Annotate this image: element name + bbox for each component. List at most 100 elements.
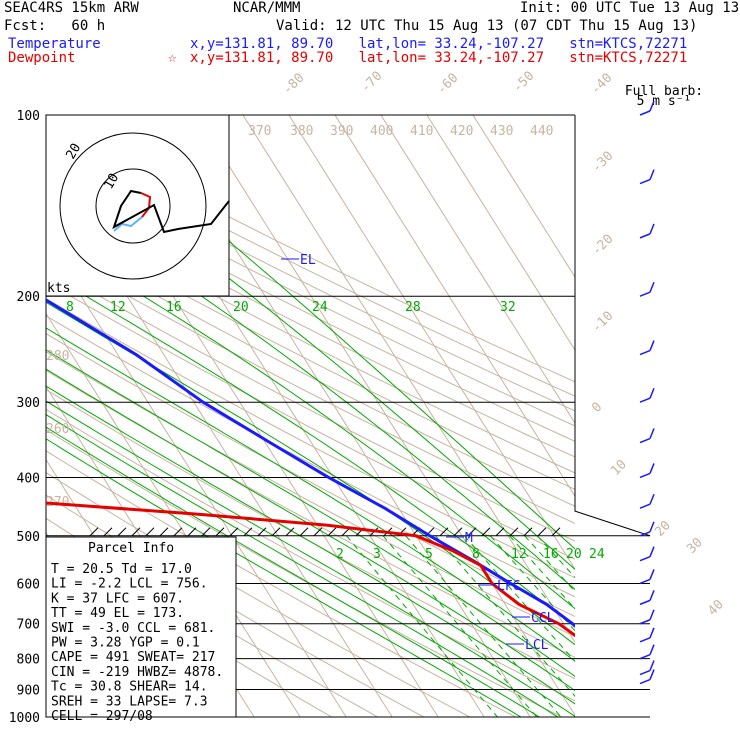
dewpoint-location: x,y=131.81, 89.70 lat,lon= 33.24,-107.27… [190,50,688,66]
theta-e-label: 32 [500,300,516,315]
dewpoint-curve [46,501,575,638]
wind-barb-shaft [639,653,651,660]
hodograph-inner-ring [95,168,171,244]
theta-label: 380 [290,124,313,139]
moist-adiabat-line [46,146,575,570]
hatch-mark [439,527,449,537]
level-marker-lfc: LFC [497,579,520,594]
theta-label: 260 [46,422,69,437]
hatch-mark [285,527,295,537]
wind-barb-flag [649,627,655,639]
isotherm-line [380,115,575,425]
dry-adiabat-line [46,429,562,717]
hatch-mark [159,527,169,537]
level-marker-lcl: LCL [525,638,549,653]
wind-barb-shaft [639,178,651,185]
isotherm-line [288,115,575,571]
hatch-mark [453,527,463,537]
dry-adiabat-line [46,249,575,525]
parcel-info-row: CAPE = 491 SWEAT= 217 [51,650,215,665]
dry-adiabat-line [46,233,575,507]
mixing-ratio-label: 12 [511,547,527,562]
hatch-mark [131,527,141,537]
moist-adiabat-line [46,236,575,610]
hatch-mark [299,527,309,537]
mixing-ratio-label: 2 [336,547,344,562]
parcel-info-title: Parcel Info [88,541,174,556]
hatch-mark [271,527,281,537]
hodograph-units: kts [47,281,70,296]
moist-adiabat-line [46,327,575,662]
dry-adiabat-line [46,174,575,442]
mixing-ratio-line [346,535,498,717]
temperature-location: x,y=131.81, 89.70 lat,lon= 33.24,-107.27… [190,36,688,52]
theta-label: 390 [330,124,353,139]
parcel-info-row: LI = -2.2 LCL = 756. [51,577,208,592]
wind-barb-shaft [639,437,651,444]
hatch-mark [173,527,183,537]
pressure-label: 900 [17,683,40,698]
wind-barb-shaft [639,349,651,356]
mixing-ratio-label: 5 [425,547,433,562]
mixing-ratio-label: 24 [589,547,605,562]
hatch-mark [117,527,127,537]
hatch-mark [257,527,267,537]
theta-label: 280 [46,349,69,364]
parcel-info-row: K = 37 LFC = 607. [51,591,184,606]
parcel-info-row: TT = 49 EL = 173. [51,606,184,621]
hatch-mark [229,527,239,537]
center-title: NCAR/MMM [233,0,301,16]
wind-barb-flag [649,281,655,293]
hatch-mark [551,527,561,537]
isotherm-label: -80 [280,71,307,98]
theta-e-label: 16 [166,300,182,315]
parcel-info-row: CELL = 297/08 [51,709,153,724]
right-axis [574,115,651,537]
wind-barb-flag [649,590,655,601]
isotherm-line [58,115,439,717]
pressure-label: 700 [17,618,40,633]
wind-barb-flag [649,644,655,655]
hodograph-panel [45,114,230,297]
dry-adiabat-line [46,133,575,397]
level-marker-ccl: CCL [531,611,555,626]
hatch-mark [243,527,253,537]
wind-barb-shaft [639,110,651,116]
pressure-label: 300 [17,396,40,411]
hatch-mark [523,527,533,537]
dry-adiabat-line [46,351,575,638]
moist-adiabat-line [46,368,575,692]
parcel-info-row: Tc = 30.8 SHEAR= 14. [51,680,208,695]
isotherm-line [196,115,575,717]
level-marker-m: M [465,531,473,546]
mixing-ratio-label: 8 [472,547,480,562]
hatch-mark [481,527,491,537]
isotherm-line [104,115,485,717]
wind-barb-flag [649,340,655,351]
dry-adiabat-line [46,389,575,680]
temperature-legend: Temperature [8,36,101,52]
moist-adiabat-line [72,115,575,550]
isotherm-label: 30 [684,535,706,557]
wind-barb-shaft [639,556,651,562]
isotherm-line [334,115,575,498]
wind-barb-flag [649,493,655,505]
isotherm-label: -40 [588,71,615,98]
wind-barb-flag [649,669,655,680]
theta-e-label: 28 [405,300,421,315]
moist-adiabat-line [46,438,522,717]
mixing-ratio-label: 20 [566,547,582,562]
hatch-mark [103,527,113,537]
theta-e-label: 20 [233,300,249,315]
model-title: SEAC4RS 15km ARW [4,0,139,16]
parcel-info-row: SWI = -3.0 CCL = 681. [51,621,215,636]
isotherm-line [242,115,575,644]
level-marker-el: EL [300,253,316,268]
pressure-label: 500 [17,530,40,545]
dry-adiabat-line [46,218,575,491]
wind-barb-shaft [639,678,651,685]
hatch-mark [327,527,337,537]
moist-adiabat-line [46,400,575,717]
hatch-mark [313,527,323,537]
isotherm-label: -60 [434,71,461,98]
